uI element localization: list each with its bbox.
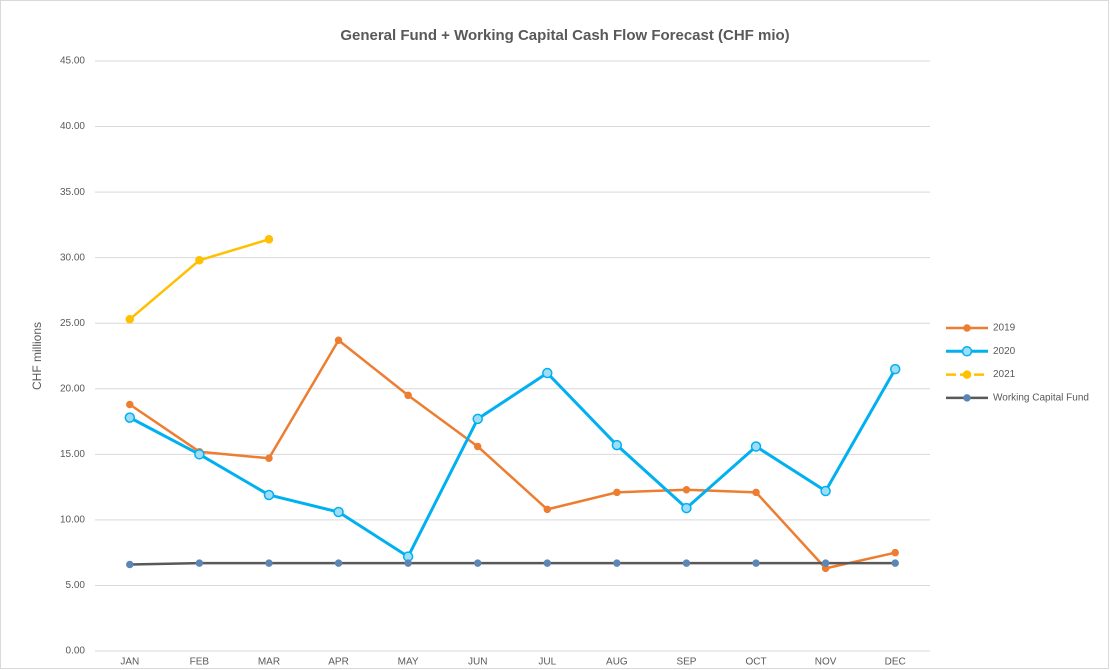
data-point <box>752 559 760 567</box>
y-tick-label: 30.00 <box>60 252 85 263</box>
x-tick-label: JUL <box>538 657 556 668</box>
legend-label: Working Capital Fund <box>993 393 1089 404</box>
x-tick-label: JAN <box>120 657 139 668</box>
series-line <box>129 561 896 566</box>
legend-label: 2021 <box>993 369 1016 380</box>
data-point <box>543 505 552 514</box>
data-point <box>404 559 412 567</box>
x-tick-label: MAY <box>398 657 419 668</box>
data-point <box>821 559 830 567</box>
data-point <box>334 559 343 567</box>
data-point <box>126 400 134 409</box>
data-point <box>752 488 760 497</box>
data-point <box>125 315 135 324</box>
data-point <box>682 559 691 567</box>
data-point <box>126 560 134 569</box>
data-point <box>820 485 831 497</box>
data-point <box>333 506 344 518</box>
legend-marker <box>962 370 972 379</box>
chart-title: General Fund + Working Capital Cash Flow… <box>340 27 789 44</box>
data-point <box>682 485 691 494</box>
data-point <box>889 363 901 375</box>
x-tick-label: OCT <box>745 657 766 668</box>
data-point <box>542 367 553 379</box>
data-point <box>404 391 412 400</box>
data-point <box>263 489 275 501</box>
y-tick-label: 40.00 <box>60 121 85 132</box>
x-tick-label: APR <box>328 657 349 668</box>
data-point <box>891 548 899 557</box>
data-point <box>334 336 343 345</box>
data-point <box>750 441 762 452</box>
data-point <box>473 442 482 451</box>
x-tick-label: SEP <box>676 657 696 668</box>
legend-marker <box>963 394 971 402</box>
legend-marker <box>961 346 973 357</box>
data-point <box>543 559 552 567</box>
x-tick-label: DEC <box>885 657 906 668</box>
data-point <box>613 559 621 567</box>
data-point <box>265 454 273 463</box>
x-tick-label: FEB <box>190 657 210 668</box>
data-point <box>472 413 483 425</box>
y-tick-label: 25.00 <box>60 318 85 329</box>
data-point <box>611 439 623 451</box>
data-point <box>681 502 692 514</box>
y-axis-label: CHF millions <box>30 322 44 390</box>
y-tick-label: 5.00 <box>66 580 86 591</box>
y-tick-label: 0.00 <box>66 646 86 657</box>
legend-label: 2020 <box>993 346 1016 357</box>
data-point <box>195 256 204 265</box>
data-point <box>265 559 273 567</box>
y-tick-label: 15.00 <box>60 449 85 460</box>
x-tick-label: MAR <box>258 657 280 668</box>
data-point <box>124 412 136 423</box>
legend-label: 2019 <box>993 323 1016 334</box>
y-tick-label: 20.00 <box>60 383 85 394</box>
data-point <box>891 559 899 567</box>
data-point <box>195 559 204 567</box>
y-tick-label: 35.00 <box>60 187 85 198</box>
data-point <box>194 449 205 460</box>
data-point <box>613 488 621 497</box>
series-line <box>129 368 897 559</box>
y-tick-label: 45.00 <box>60 56 85 67</box>
series-line <box>129 339 896 570</box>
x-tick-label: NOV <box>815 657 837 668</box>
data-point <box>473 559 482 567</box>
legend-marker <box>963 324 971 332</box>
data-point <box>264 235 274 244</box>
x-tick-label: JUN <box>468 657 487 668</box>
x-tick-label: AUG <box>606 657 628 668</box>
y-tick-label: 10.00 <box>60 515 85 526</box>
